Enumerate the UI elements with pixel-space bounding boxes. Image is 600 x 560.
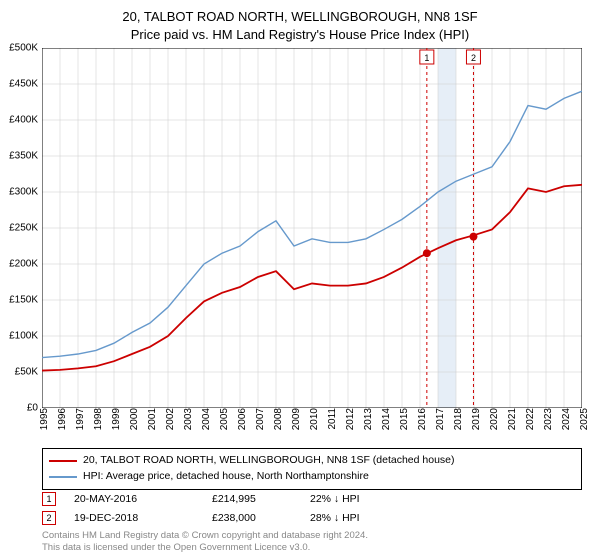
x-tick-label: 1996: [57, 408, 63, 430]
legend-label: HPI: Average price, detached house, Nort…: [83, 469, 369, 485]
x-tick-label: 2014: [381, 408, 387, 430]
x-tick-label: 2022: [525, 408, 531, 430]
legend-row: HPI: Average price, detached house, Nort…: [49, 469, 575, 485]
x-tick-label: 2020: [489, 408, 495, 430]
x-tick-label: 2001: [147, 408, 153, 430]
x-tick-label: 2006: [237, 408, 243, 430]
x-tick-label: 2023: [543, 408, 549, 430]
svg-text:2: 2: [471, 53, 476, 63]
x-tick-label: 2003: [183, 408, 189, 430]
x-tick-label: 2017: [435, 408, 441, 430]
x-tick-label: 2013: [363, 408, 369, 430]
legend-swatch: [49, 476, 77, 478]
y-tick-label: £250K: [0, 223, 38, 234]
transaction-date: 19-DEC-2018: [74, 509, 194, 528]
x-tick-label: 2007: [255, 408, 261, 430]
x-tick-label: 2000: [129, 408, 135, 430]
y-tick-label: £400K: [0, 115, 38, 126]
y-tick-label: £450K: [0, 79, 38, 90]
x-tick-label: 2016: [417, 408, 423, 430]
footer-attribution: Contains HM Land Registry data © Crown c…: [42, 530, 582, 555]
transaction-price: £238,000: [212, 509, 292, 528]
x-tick-label: 2021: [507, 408, 513, 430]
y-tick-label: £150K: [0, 295, 38, 306]
chart-svg: 12: [42, 48, 582, 408]
legend-label: 20, TALBOT ROAD NORTH, WELLINGBOROUGH, N…: [83, 453, 455, 469]
x-tick-label: 1995: [39, 408, 45, 430]
x-tick-label: 2008: [273, 408, 279, 430]
x-tick-label: 2002: [165, 408, 171, 430]
transaction-row: 2 19-DEC-2018 £238,000 28% ↓ HPI: [42, 509, 582, 528]
transaction-diff: 28% ↓ HPI: [310, 509, 410, 528]
x-tick-label: 2011: [327, 408, 333, 430]
x-tick-label: 2009: [291, 408, 297, 430]
x-tick-label: 2015: [399, 408, 405, 430]
x-tick-label: 1998: [93, 408, 99, 430]
legend-box: 20, TALBOT ROAD NORTH, WELLINGBOROUGH, N…: [42, 448, 582, 490]
chart-container: 20, TALBOT ROAD NORTH, WELLINGBOROUGH, N…: [0, 0, 600, 560]
y-tick-label: £200K: [0, 259, 38, 270]
chart-area: 12 £0£50K£100K£150K£200K£250K£300K£350K£…: [42, 48, 582, 408]
transactions-table: 1 20-MAY-2016 £214,995 22% ↓ HPI 2 19-DEC-201…: [42, 490, 582, 528]
x-tick-label: 1999: [111, 408, 117, 430]
y-tick-label: £350K: [0, 151, 38, 162]
x-tick-label: 2005: [219, 408, 225, 430]
transaction-marker: 1: [42, 492, 56, 506]
title-line-1: 20, TALBOT ROAD NORTH, WELLINGBOROUGH, N…: [0, 8, 600, 26]
x-tick-label: 2025: [579, 408, 585, 430]
y-tick-label: £50K: [0, 367, 38, 378]
svg-text:1: 1: [424, 53, 429, 63]
legend-row: 20, TALBOT ROAD NORTH, WELLINGBOROUGH, N…: [49, 453, 575, 469]
transaction-diff: 22% ↓ HPI: [310, 490, 410, 509]
footer-line-2: This data is licensed under the Open Gov…: [42, 542, 582, 554]
y-tick-label: £100K: [0, 331, 38, 342]
y-tick-label: £300K: [0, 187, 38, 198]
transaction-date: 20-MAY-2016: [74, 490, 194, 509]
x-tick-label: 2010: [309, 408, 315, 430]
x-tick-label: 2018: [453, 408, 459, 430]
x-tick-label: 1997: [75, 408, 81, 430]
x-tick-label: 2024: [561, 408, 567, 430]
transaction-marker: 2: [42, 511, 56, 525]
x-tick-label: 2012: [345, 408, 351, 430]
legend-swatch: [49, 460, 77, 462]
title-block: 20, TALBOT ROAD NORTH, WELLINGBOROUGH, N…: [0, 0, 600, 44]
footer-line-1: Contains HM Land Registry data © Crown c…: [42, 530, 582, 542]
title-line-2: Price paid vs. HM Land Registry's House …: [0, 26, 600, 44]
x-tick-label: 2019: [471, 408, 477, 430]
transaction-price: £214,995: [212, 490, 292, 509]
y-tick-label: £500K: [0, 43, 38, 54]
y-tick-label: £0: [0, 403, 38, 414]
transaction-row: 1 20-MAY-2016 £214,995 22% ↓ HPI: [42, 490, 582, 509]
x-tick-label: 2004: [201, 408, 207, 430]
